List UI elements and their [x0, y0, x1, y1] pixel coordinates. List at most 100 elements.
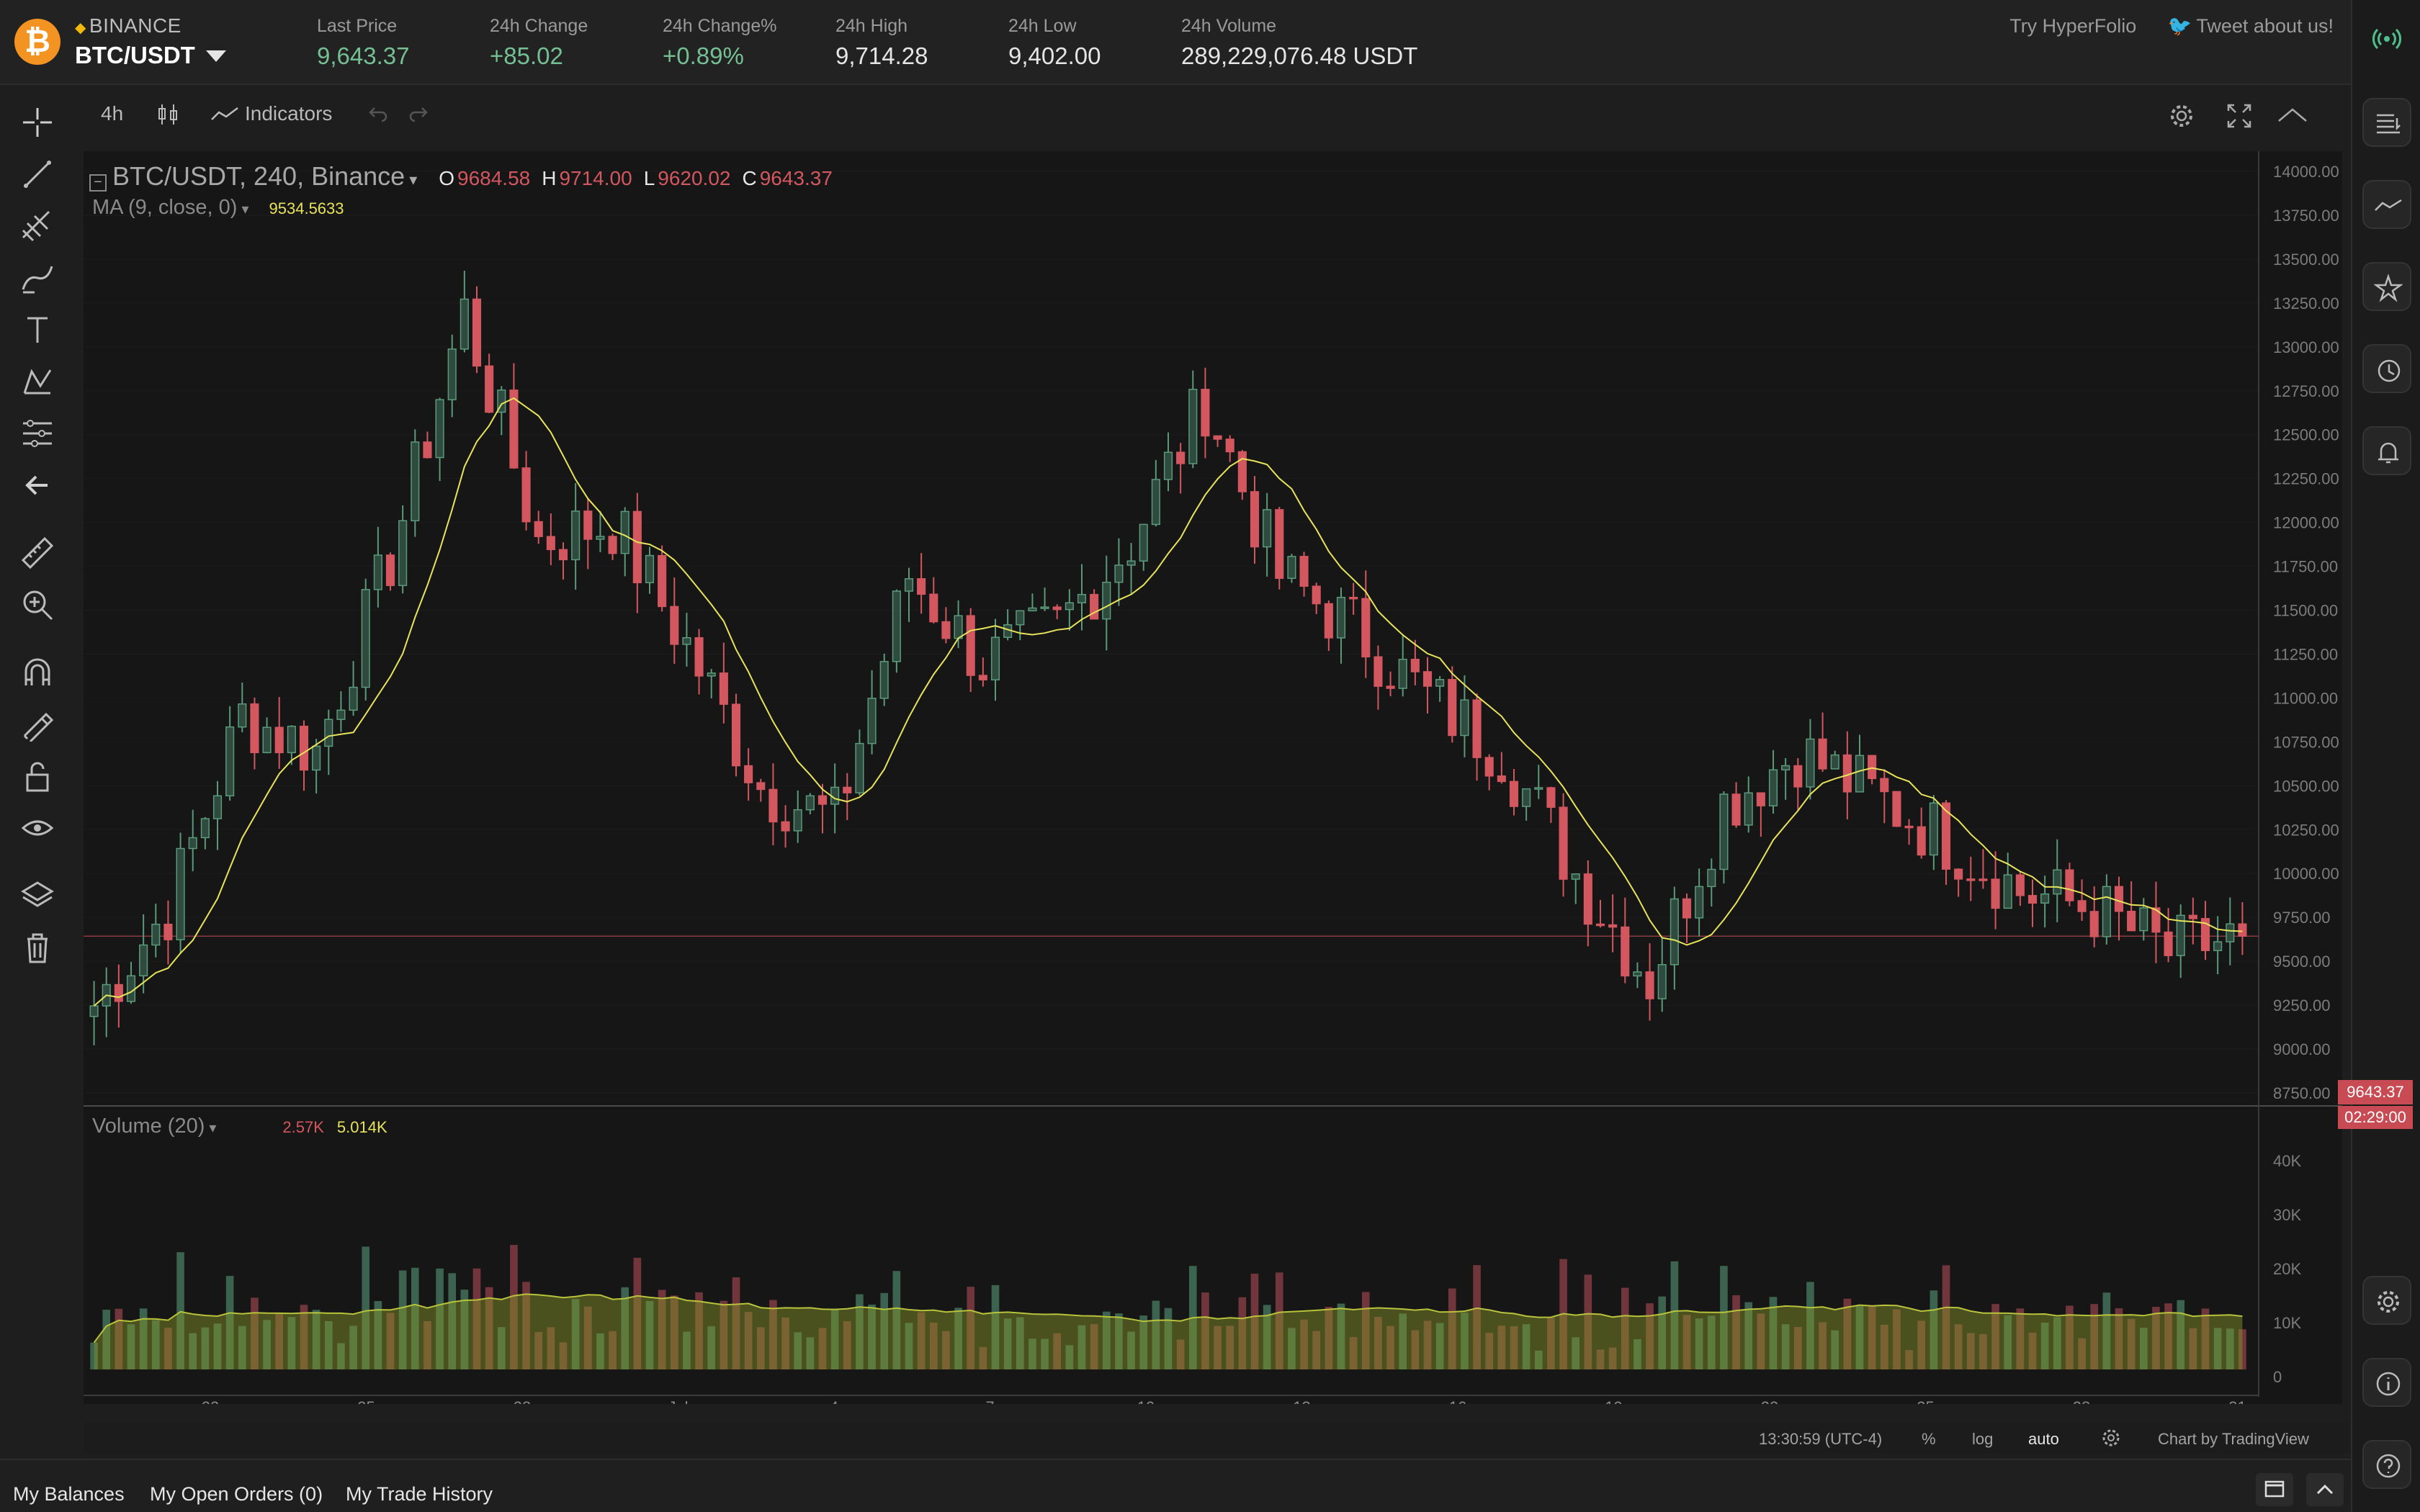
tab-my-open-orders[interactable]: My Open Orders (0) — [150, 1483, 323, 1505]
volume-bar — [1461, 1313, 1469, 1369]
candlestick-chart[interactable]: 14000.00 13750.00 13500.00 13250.00 13000.00… — [84, 151, 2342, 1404]
favorites-button[interactable] — [2362, 262, 2411, 311]
ruler-icon[interactable] — [20, 536, 55, 574]
tradingview-credit[interactable]: Chart by TradingView — [2158, 1430, 2309, 1448]
chart-settings-icon[interactable] — [2168, 102, 2195, 133]
pattern-tool-icon[interactable] — [20, 364, 55, 402]
volume-dropdown-icon[interactable]: ▾ — [209, 1120, 217, 1136]
candles-icon[interactable] — [156, 102, 180, 130]
volume-bar — [1855, 1306, 1864, 1369]
restore-panel-button[interactable] — [2255, 1473, 2293, 1506]
chevron-down-icon[interactable] — [206, 50, 226, 62]
volume-bar — [942, 1331, 950, 1369]
candle-body — [200, 818, 210, 839]
volume-bar — [1831, 1330, 1839, 1369]
candle-body — [212, 795, 223, 819]
tab-my-balances[interactable]: My Balances — [13, 1483, 125, 1505]
lock-icon[interactable] — [20, 759, 55, 797]
text-tool-icon[interactable] — [20, 312, 55, 351]
volume-bar — [621, 1287, 629, 1369]
volume-bar — [1966, 1333, 1975, 1369]
redo-icon[interactable] — [408, 104, 429, 129]
expand-panel-button[interactable] — [2306, 1473, 2344, 1506]
volume-bar — [472, 1268, 481, 1369]
candle-body — [2238, 923, 2247, 937]
low-value: 9620.02 — [658, 167, 731, 189]
ma-label[interactable]: MA (9, close, 0) — [92, 196, 238, 219]
eye-icon[interactable] — [20, 811, 55, 849]
symbol-title[interactable]: BTC/USDT, 240, Binance — [112, 161, 405, 191]
candle-body — [2089, 911, 2099, 937]
pair-name[interactable]: BTC/USDT — [75, 42, 195, 68]
stay-in-drawing-icon[interactable] — [20, 707, 55, 745]
candle-body — [1312, 585, 1321, 605]
watchlist-button[interactable] — [2362, 98, 2411, 147]
volume-label[interactable]: Volume (20) — [92, 1115, 205, 1138]
volume-bar — [497, 1327, 506, 1369]
candle-body — [793, 809, 802, 832]
zoom-in-icon[interactable] — [20, 588, 55, 626]
volume-bar — [1646, 1303, 1654, 1369]
undo-icon[interactable] — [367, 104, 389, 129]
time-axis-label: 19 — [1605, 1398, 1622, 1404]
candle-body — [1941, 802, 1951, 870]
volume-bar — [1077, 1325, 1086, 1369]
volume-bar — [2102, 1292, 2111, 1369]
volume-bar — [794, 1332, 802, 1369]
candle-body — [485, 365, 494, 413]
volume-bar — [1053, 1333, 1062, 1369]
clock-readout[interactable]: 13:30:59 (UTC-4) — [1759, 1430, 1883, 1448]
auto-toggle[interactable]: auto — [2028, 1430, 2059, 1448]
volume-bar — [411, 1267, 419, 1369]
help-button[interactable] — [2362, 1440, 2411, 1489]
volume-bar — [645, 1300, 654, 1369]
candle-body — [139, 944, 148, 977]
history-button[interactable] — [2362, 344, 2411, 393]
indicators-button[interactable]: Indicators — [245, 102, 333, 125]
indicators-icon[interactable] — [210, 104, 239, 129]
fib-tool-icon[interactable] — [20, 209, 55, 247]
interval-selector[interactable]: 4h — [101, 102, 124, 125]
brush-icon[interactable] — [20, 261, 55, 299]
settings-button[interactable] — [2362, 1276, 2411, 1325]
fullscreen-icon[interactable] — [2226, 102, 2253, 133]
ma-dropdown-icon[interactable]: ▾ — [241, 202, 249, 217]
candle-body — [1768, 769, 1778, 806]
volume-bar — [1979, 1333, 1987, 1369]
chart-line-button[interactable] — [2362, 180, 2411, 229]
percent-toggle[interactable]: % — [1922, 1430, 1936, 1448]
tab-my-trade-history[interactable]: My Trade History — [346, 1483, 493, 1505]
candle-body — [1435, 679, 1445, 687]
candle-body — [1386, 685, 1395, 689]
candle-body — [411, 441, 420, 521]
volume-bar — [287, 1317, 296, 1369]
volume-bar — [967, 1287, 975, 1369]
magnet-icon[interactable] — [20, 655, 55, 693]
try-hyperfolio-link[interactable]: Try HyperFolio — [2009, 15, 2137, 37]
prediction-tool-icon[interactable] — [20, 416, 55, 454]
trend-line-icon[interactable] — [20, 157, 55, 195]
crosshair-icon[interactable] — [20, 105, 55, 143]
collapse-legend-icon[interactable]: − — [89, 174, 107, 192]
tweet-link[interactable]: 🐦 Tweet about us! — [2168, 15, 2334, 37]
candle-body — [1176, 451, 1186, 464]
candle-body — [447, 348, 457, 400]
candle-body — [1695, 886, 1704, 919]
candle-body — [1484, 757, 1494, 777]
volume-axis-label: 20K — [2273, 1260, 2301, 1278]
volume-bar — [300, 1305, 308, 1369]
scale-settings-icon[interactable] — [2100, 1427, 2122, 1453]
volume-legend: Volume (20) ▾ 2.57K 5.014K — [92, 1115, 387, 1138]
arrow-left-icon[interactable] — [20, 468, 55, 506]
layers-icon[interactable] — [20, 878, 55, 917]
collapse-chevron-icon[interactable] — [2276, 105, 2309, 130]
volume-axis-label: 10K — [2273, 1314, 2301, 1332]
chart-area[interactable]: 14000.00 13750.00 13500.00 13250.00 13000.00… — [84, 151, 2413, 1404]
symbol-dropdown-icon[interactable]: ▾ — [409, 171, 418, 189]
info-button[interactable] — [2362, 1358, 2411, 1407]
alerts-button[interactable] — [2362, 426, 2411, 475]
pair-selector[interactable]: ₿ ◆ BINANCE BTC/USDT — [14, 13, 245, 75]
candle-body — [1818, 738, 1827, 770]
log-toggle[interactable]: log — [1972, 1430, 1994, 1448]
trash-icon[interactable] — [20, 930, 55, 968]
